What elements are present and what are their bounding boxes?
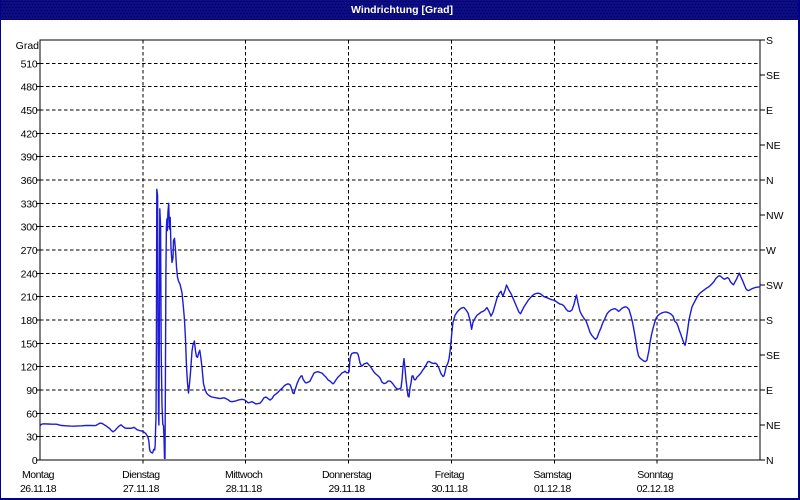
svg-text:NW: NW — [766, 210, 784, 222]
svg-text:60: 60 — [26, 408, 38, 420]
svg-text:E: E — [766, 385, 773, 397]
svg-text:360: 360 — [21, 175, 38, 187]
svg-text:Sonntag: Sonntag — [637, 469, 673, 481]
svg-text:W: W — [766, 245, 776, 257]
svg-text:30.11.18: 30.11.18 — [431, 483, 468, 495]
svg-text:150: 150 — [21, 338, 38, 350]
svg-text:27.11.18: 27.11.18 — [123, 483, 160, 495]
svg-text:26.11.18: 26.11.18 — [20, 483, 57, 495]
svg-text:S: S — [766, 315, 773, 327]
svg-text:N: N — [766, 455, 774, 467]
svg-text:90: 90 — [26, 385, 38, 397]
svg-text:450: 450 — [21, 105, 38, 117]
svg-text:270: 270 — [21, 245, 38, 257]
svg-text:330: 330 — [21, 198, 38, 210]
svg-text:510: 510 — [21, 58, 38, 70]
svg-text:29.11.18: 29.11.18 — [329, 483, 366, 495]
svg-text:Windrichtung [Grad]: Windrichtung [Grad] — [351, 4, 453, 16]
svg-text:420: 420 — [21, 128, 38, 140]
svg-text:Mittwoch: Mittwoch — [225, 469, 263, 481]
svg-text:E: E — [766, 105, 773, 117]
svg-text:Freitag: Freitag — [435, 469, 465, 481]
svg-text:240: 240 — [21, 268, 38, 280]
svg-text:NE: NE — [766, 140, 781, 152]
svg-text:120: 120 — [21, 362, 38, 374]
svg-text:01.12.18: 01.12.18 — [534, 483, 572, 495]
svg-text:300: 300 — [21, 222, 38, 234]
svg-text:SW: SW — [766, 280, 783, 292]
svg-text:SE: SE — [766, 70, 780, 82]
svg-text:480: 480 — [21, 82, 38, 94]
svg-text:Donnerstag: Donnerstag — [322, 469, 372, 481]
svg-text:180: 180 — [21, 315, 38, 327]
svg-text:30: 30 — [26, 432, 38, 444]
svg-text:Samstag: Samstag — [533, 469, 572, 481]
svg-text:02.12.18: 02.12.18 — [637, 483, 675, 495]
svg-text:Grad: Grad — [16, 40, 40, 52]
svg-text:28.11.18: 28.11.18 — [226, 483, 263, 495]
svg-text:N: N — [766, 175, 774, 187]
svg-text:S: S — [766, 35, 773, 47]
svg-text:Dienstag: Dienstag — [122, 469, 160, 481]
svg-text:SE: SE — [766, 350, 780, 362]
svg-text:Montag: Montag — [22, 469, 55, 481]
svg-text:210: 210 — [21, 292, 38, 304]
svg-text:NE: NE — [766, 420, 781, 432]
svg-text:0: 0 — [32, 455, 38, 467]
svg-text:390: 390 — [21, 152, 38, 164]
